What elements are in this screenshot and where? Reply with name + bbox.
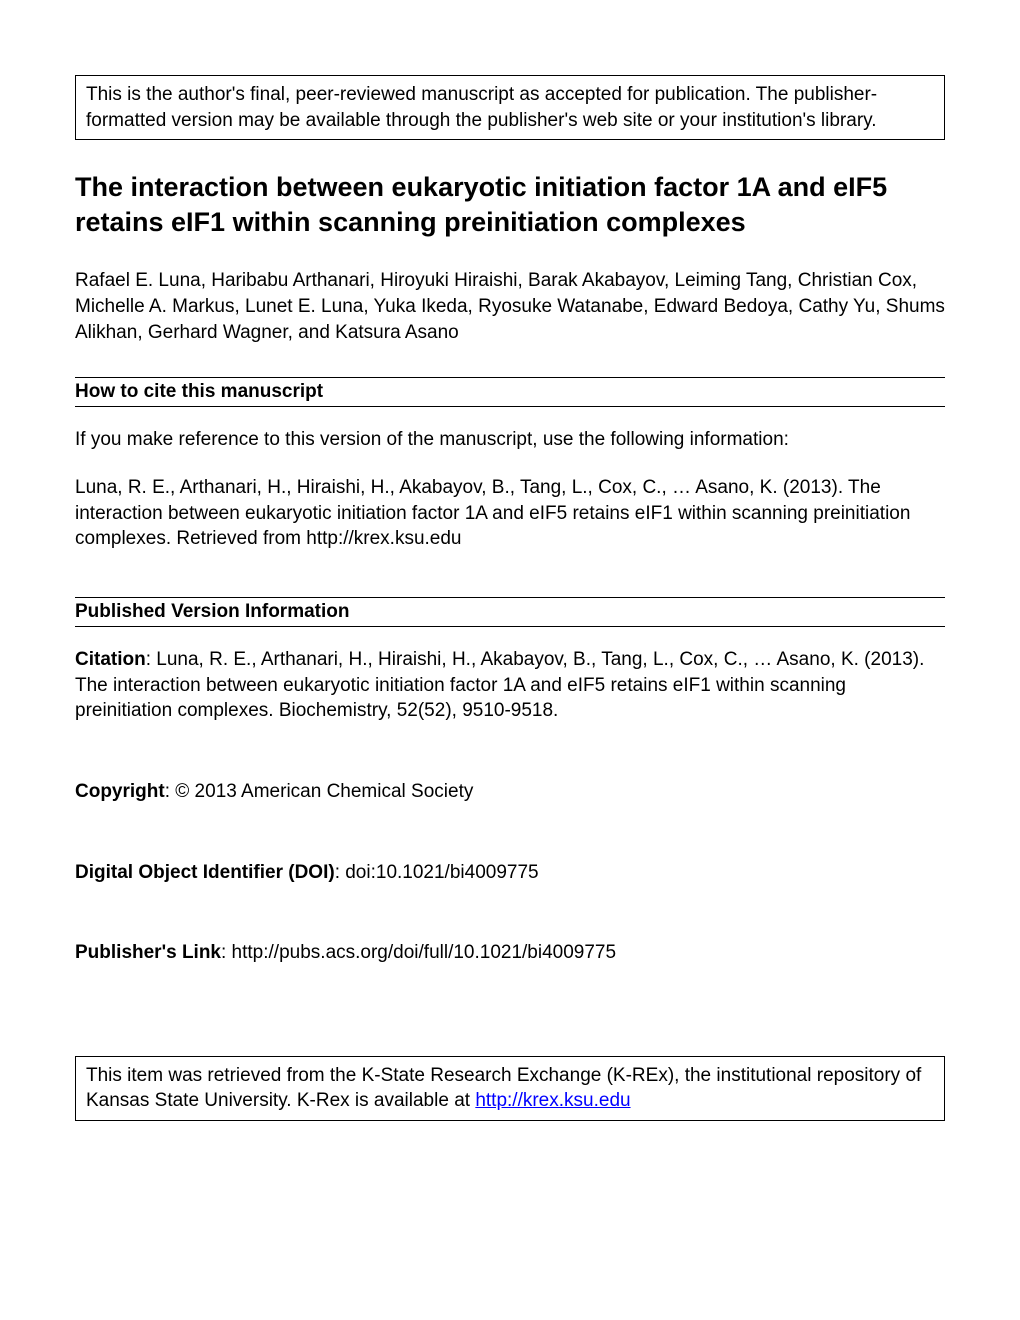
repository-footer-box: This item was retrieved from the K-State… — [75, 1056, 945, 1121]
copyright-label: Copyright — [75, 781, 165, 802]
publisher-link-line: Publisher's Link: http://pubs.acs.org/do… — [75, 940, 945, 966]
citation-block: Citation: Luna, R. E., Arthanari, H., Hi… — [75, 647, 945, 724]
citation-text: : Luna, R. E., Arthanari, H., Hiraishi, … — [75, 649, 924, 721]
citation-label: Citation — [75, 649, 146, 670]
copyright-line: Copyright: © 2013 American Chemical Soci… — [75, 779, 945, 805]
publisher-link-text: : http://pubs.acs.org/doi/full/10.1021/b… — [221, 942, 616, 963]
doi-line: Digital Object Identifier (DOI): doi:10.… — [75, 860, 945, 886]
published-version-header: Published Version Information — [75, 597, 945, 627]
notice-text: This is the author's final, peer-reviewe… — [86, 84, 877, 131]
copyright-text: : © 2013 American Chemical Society — [165, 781, 474, 802]
how-to-cite-header: How to cite this manuscript — [75, 377, 945, 407]
paper-title: The interaction between eukaryotic initi… — [75, 170, 945, 240]
cite-citation-text: Luna, R. E., Arthanari, H., Hiraishi, H.… — [75, 475, 945, 552]
how-to-cite-header-text: How to cite this manuscript — [75, 381, 323, 402]
doi-label: Digital Object Identifier (DOI) — [75, 862, 335, 883]
published-version-header-text: Published Version Information — [75, 601, 349, 622]
manuscript-notice-box: This is the author's final, peer-reviewe… — [75, 75, 945, 140]
footer-link[interactable]: http://krex.ksu.edu — [475, 1090, 630, 1111]
publisher-link-label: Publisher's Link — [75, 942, 221, 963]
doi-text: : doi:10.1021/bi4009775 — [335, 862, 539, 883]
authors-list: Rafael E. Luna, Haribabu Arthanari, Hiro… — [75, 268, 945, 345]
cite-intro-text: If you make reference to this version of… — [75, 427, 945, 453]
